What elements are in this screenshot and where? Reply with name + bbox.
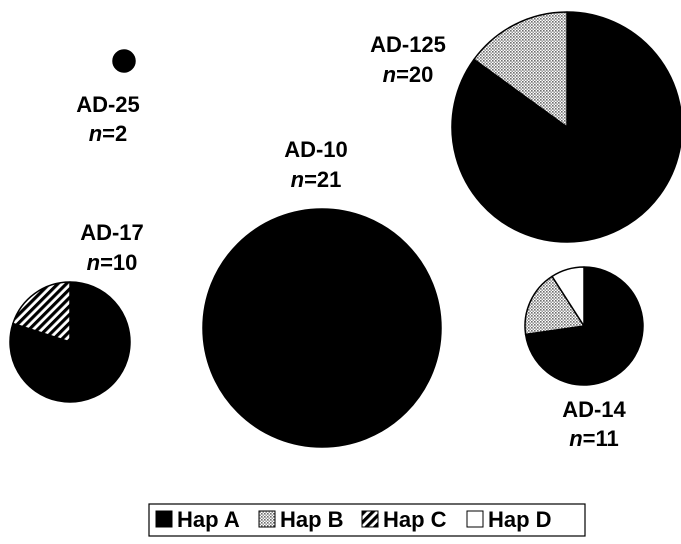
legend-label-hap-c: Hap C <box>383 507 447 532</box>
legend-entry-hap-c: Hap C <box>361 507 447 532</box>
pie-label-ad-125: AD-125 <box>370 32 446 57</box>
pie-n-ad-17: n=10 <box>87 250 138 275</box>
pie-slice-ad-14-hap-d <box>551 266 585 327</box>
pie-label-ad-10: AD-10 <box>284 137 348 162</box>
pie-slice-ad-25-hap-a <box>112 49 136 73</box>
legend-entry-hap-a: Hap A <box>155 507 240 532</box>
pie-n-symbol: n <box>569 426 582 451</box>
pie-ad-25: AD-25 n=2 <box>76 49 140 146</box>
legend-label-hap-b: Hap B <box>280 507 344 532</box>
pie-ad-17: AD-17 n=10 <box>9 220 144 403</box>
pie-slice-ad-17-hap-c <box>12 281 71 343</box>
pie-slice-ad-125-hap-b <box>473 11 568 128</box>
legend-swatch-hap-b <box>258 510 276 528</box>
legend-entry-hap-b: Hap B <box>258 507 344 532</box>
legend: Hap A Hap B Hap C Hap D <box>148 503 586 537</box>
pie-label-ad-14: AD-14 <box>562 397 626 422</box>
pie-n-value: =10 <box>100 250 137 275</box>
legend-entry-hap-d: Hap D <box>466 507 552 532</box>
pie-n-ad-25: n=2 <box>89 121 128 146</box>
pie-ad-10: AD-10 n=21 <box>202 137 442 448</box>
pie-ad-14: AD-14 n=11 <box>524 266 644 451</box>
pies-layer: AD-25n=2AD-125n=20AD-10n=21AD-17n=10AD-1… <box>9 11 681 451</box>
pie-n-ad-10: n=21 <box>291 167 342 192</box>
pie-label-ad-17: AD-17 <box>80 220 144 245</box>
legend-swatch-hap-d <box>466 510 484 528</box>
pie-ad-125: AD-125 n=20 <box>370 11 681 243</box>
pie-n-value: =21 <box>304 167 341 192</box>
pie-n-ad-14: n=11 <box>569 426 619 451</box>
pie-n-value: =2 <box>102 121 127 146</box>
pie-n-symbol: n <box>383 62 396 87</box>
pie-label-ad-25: AD-25 <box>76 92 140 117</box>
pie-slice-ad-17-hap-a <box>9 281 131 403</box>
pie-slice-ad-10-hap-a <box>202 208 442 448</box>
pie-n-symbol: n <box>291 167 304 192</box>
legend-label-hap-a: Hap A <box>177 507 240 532</box>
legend-label-hap-d: Hap D <box>488 507 552 532</box>
pie-n-symbol: n <box>87 250 100 275</box>
legend-swatch-hap-c <box>361 510 379 528</box>
pie-n-value: =11 <box>583 426 619 451</box>
pie-n-value: =20 <box>396 62 433 87</box>
legend-swatch-hap-a <box>155 510 173 528</box>
pie-n-ad-125: n=20 <box>383 62 434 87</box>
pie-slice-ad-14-hap-b <box>524 275 585 336</box>
pie-n-symbol: n <box>89 121 102 146</box>
